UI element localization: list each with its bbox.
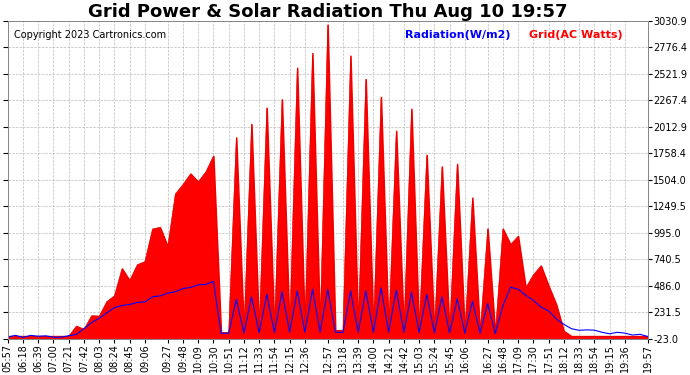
Title: Grid Power & Solar Radiation Thu Aug 10 19:57: Grid Power & Solar Radiation Thu Aug 10 … <box>88 3 567 21</box>
Text: Grid(AC Watts): Grid(AC Watts) <box>529 30 623 40</box>
Text: Copyright 2023 Cartronics.com: Copyright 2023 Cartronics.com <box>14 30 166 40</box>
Text: Radiation(W/m2): Radiation(W/m2) <box>404 30 510 40</box>
